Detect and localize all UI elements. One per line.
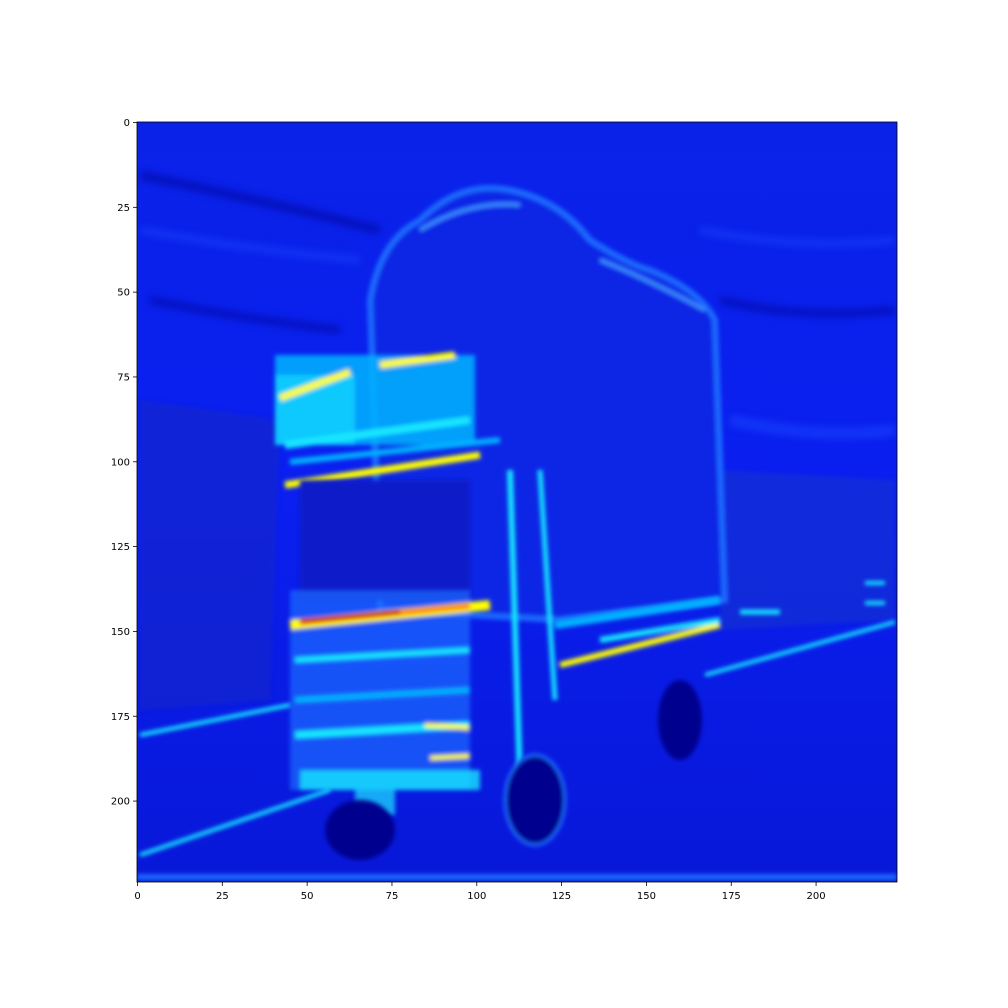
x-tick-label: 25 — [216, 891, 229, 902]
x-tick-label: 150 — [637, 891, 656, 902]
y-axis: 0 25 50 75 100 125 150 175 200 — [111, 118, 137, 808]
x-tick-label: 200 — [807, 891, 826, 902]
x-tick-label: 50 — [301, 891, 314, 902]
x-tick-label: 100 — [467, 891, 486, 902]
y-tick-label: 125 — [111, 542, 130, 553]
sky-texture — [139, 171, 896, 439]
windshield — [300, 480, 470, 600]
y-tick-label: 25 — [117, 203, 130, 214]
y-tick-label: 200 — [111, 797, 130, 808]
road-lines — [137, 581, 897, 880]
x-tick-label: 75 — [386, 891, 399, 902]
x-tick-label: 0 — [134, 891, 140, 902]
x-axis: 0 25 50 75 100 125 150 175 200 — [134, 882, 826, 902]
axes-frame — [136, 121, 898, 883]
y-tick-label: 175 — [111, 712, 130, 723]
y-tick-label: 150 — [111, 627, 130, 638]
foliage-texture — [140, 400, 895, 710]
heatmap-image — [137, 122, 897, 882]
y-tick-label: 50 — [117, 288, 130, 299]
truck-side — [507, 469, 721, 781]
cab-front — [289, 590, 491, 815]
x-tick-label: 125 — [552, 891, 571, 902]
y-tick-label: 0 — [124, 118, 130, 129]
y-tick-label: 75 — [117, 372, 130, 383]
wheels — [325, 680, 702, 860]
y-tick-label: 100 — [111, 457, 130, 468]
x-tick-label: 175 — [722, 891, 741, 902]
